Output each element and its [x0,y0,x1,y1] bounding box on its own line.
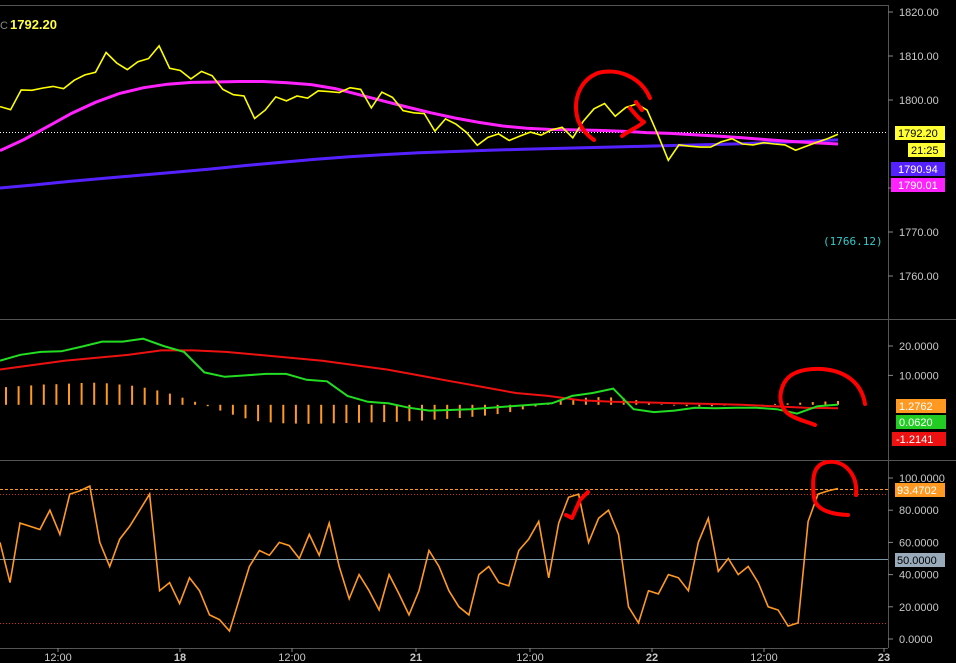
macd-histogram [5,382,839,424]
macd-tick-label: 10.0000 [899,370,939,382]
ma-slow-line [0,138,839,190]
stoch-tick-label: 20.0000 [899,602,939,614]
svg-text:1790.01: 1790.01 [898,180,938,192]
time-tick-label: 12:00 [44,652,72,663]
svg-text:21:25: 21:25 [911,145,939,157]
stochastic-panel[interactable]: 100.0000 80.0000 60.0000 40.0000 20.0000 0.00… [0,473,945,646]
svg-text:1792.20: 1792.20 [898,128,938,140]
time-tick-label: 23 [878,652,890,663]
current-price-header: 1792.20 [10,17,57,32]
time-tick-label: 12:00 [516,652,544,663]
price-tick-label: 1770.00 [899,227,939,239]
ma-slow-tag: 1790.94 [891,162,945,176]
ma-fast-line [0,80,839,152]
stochastic-axis: 100.0000 80.0000 60.0000 40.0000 20.0000 0.00… [888,473,945,646]
annotation-check-price [620,100,646,138]
chart-frame [0,5,956,649]
svg-text:1.2762: 1.2762 [899,401,933,413]
ma-fast-tag: 1790.01 [891,178,945,192]
midline-tag: 50.0000 [895,553,945,567]
macd-tick-label: 20.0000 [899,341,939,353]
hand-drawn-annotations [564,69,867,520]
stochastic-value-tag: 93.4702 [895,483,945,497]
stoch-tick-label: 100.0000 [899,473,945,485]
price-panel[interactable]: C 1792.20 1820.001810.001800.001780.0017… [0,7,945,283]
price-tick-label: 1760.00 [899,271,939,283]
price-tick-label: 1810.00 [899,51,939,63]
macd-panel[interactable]: 20.0000 10.0000 1.2762 0.0620 -1.2141 [0,337,946,446]
stoch-tick-label: 80.0000 [899,505,939,517]
time-tick-label: 12:00 [278,652,306,663]
macd-axis: 20.0000 10.0000 [888,341,939,382]
price-tick-label: 1800.00 [899,95,939,107]
signal-line [0,349,839,410]
annotation-check-stoch [564,490,590,520]
stochastic-line [0,484,839,633]
signal-tag: -1.2141 [892,432,946,446]
svg-text:50.0000: 50.0000 [897,555,937,567]
price-line [0,44,839,162]
svg-text:0.0620: 0.0620 [899,417,933,429]
time-tick-label: 21 [410,652,422,663]
price-note: (1766.12) [823,235,883,248]
stoch-tick-label: 0.0000 [899,634,933,646]
annotation-circle-stoch [811,459,859,517]
countdown-tag: 21:25 [908,143,945,157]
time-tick-label: 18 [174,652,186,663]
svg-text:-1.2141: -1.2141 [896,434,933,446]
time-tick-label: 12:00 [750,652,778,663]
svg-text:1790.94: 1790.94 [898,164,938,176]
symbol-prefix: C [0,20,8,32]
time-axis: 12:00 18 12:00 21 12:00 22 12:00 23 [44,648,890,663]
time-tick-label: 22 [646,652,658,663]
price-tick-label: 1820.00 [899,7,939,19]
svg-text:93.4702: 93.4702 [897,485,937,497]
histogram-tag: 1.2762 [896,399,946,413]
last-price-tag: 1792.20 [895,126,945,140]
stoch-tick-label: 40.0000 [899,570,939,582]
macd-tag: 0.0620 [896,415,946,429]
macd-line [0,337,839,415]
stoch-tick-label: 60.0000 [899,537,939,549]
annotation-circle-price [574,69,652,142]
annotation-circle-macd [778,366,867,427]
